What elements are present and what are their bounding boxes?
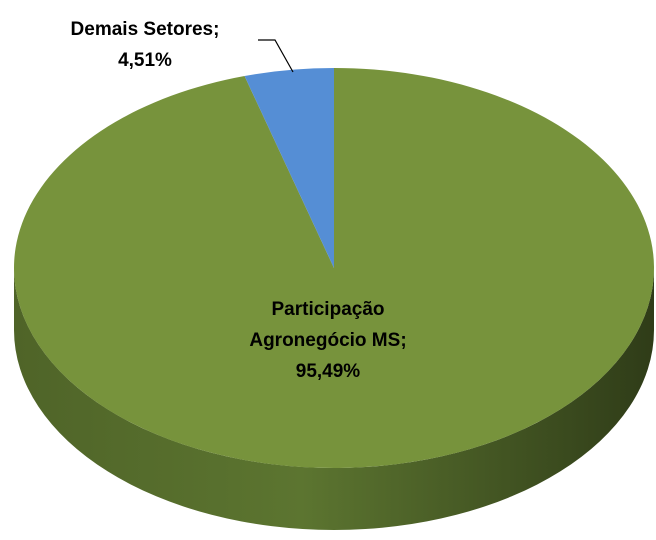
category-name: Demais Setores bbox=[70, 19, 214, 40]
pie-slice bbox=[244, 68, 334, 268]
category-name: Participação Agronegócio MS bbox=[249, 299, 401, 351]
pie-slice bbox=[13, 68, 654, 469]
data-label: Demais Setores; 4,51% bbox=[30, 14, 260, 76]
separator: ; bbox=[213, 19, 220, 40]
pie-side bbox=[14, 268, 654, 530]
data-label: Participação Agronegócio MS; 95,49% bbox=[223, 294, 433, 387]
leader-line bbox=[258, 39, 294, 73]
value-label: 95,49% bbox=[295, 361, 361, 382]
separator: ; bbox=[400, 330, 407, 351]
value-label: 4,51% bbox=[118, 50, 172, 71]
